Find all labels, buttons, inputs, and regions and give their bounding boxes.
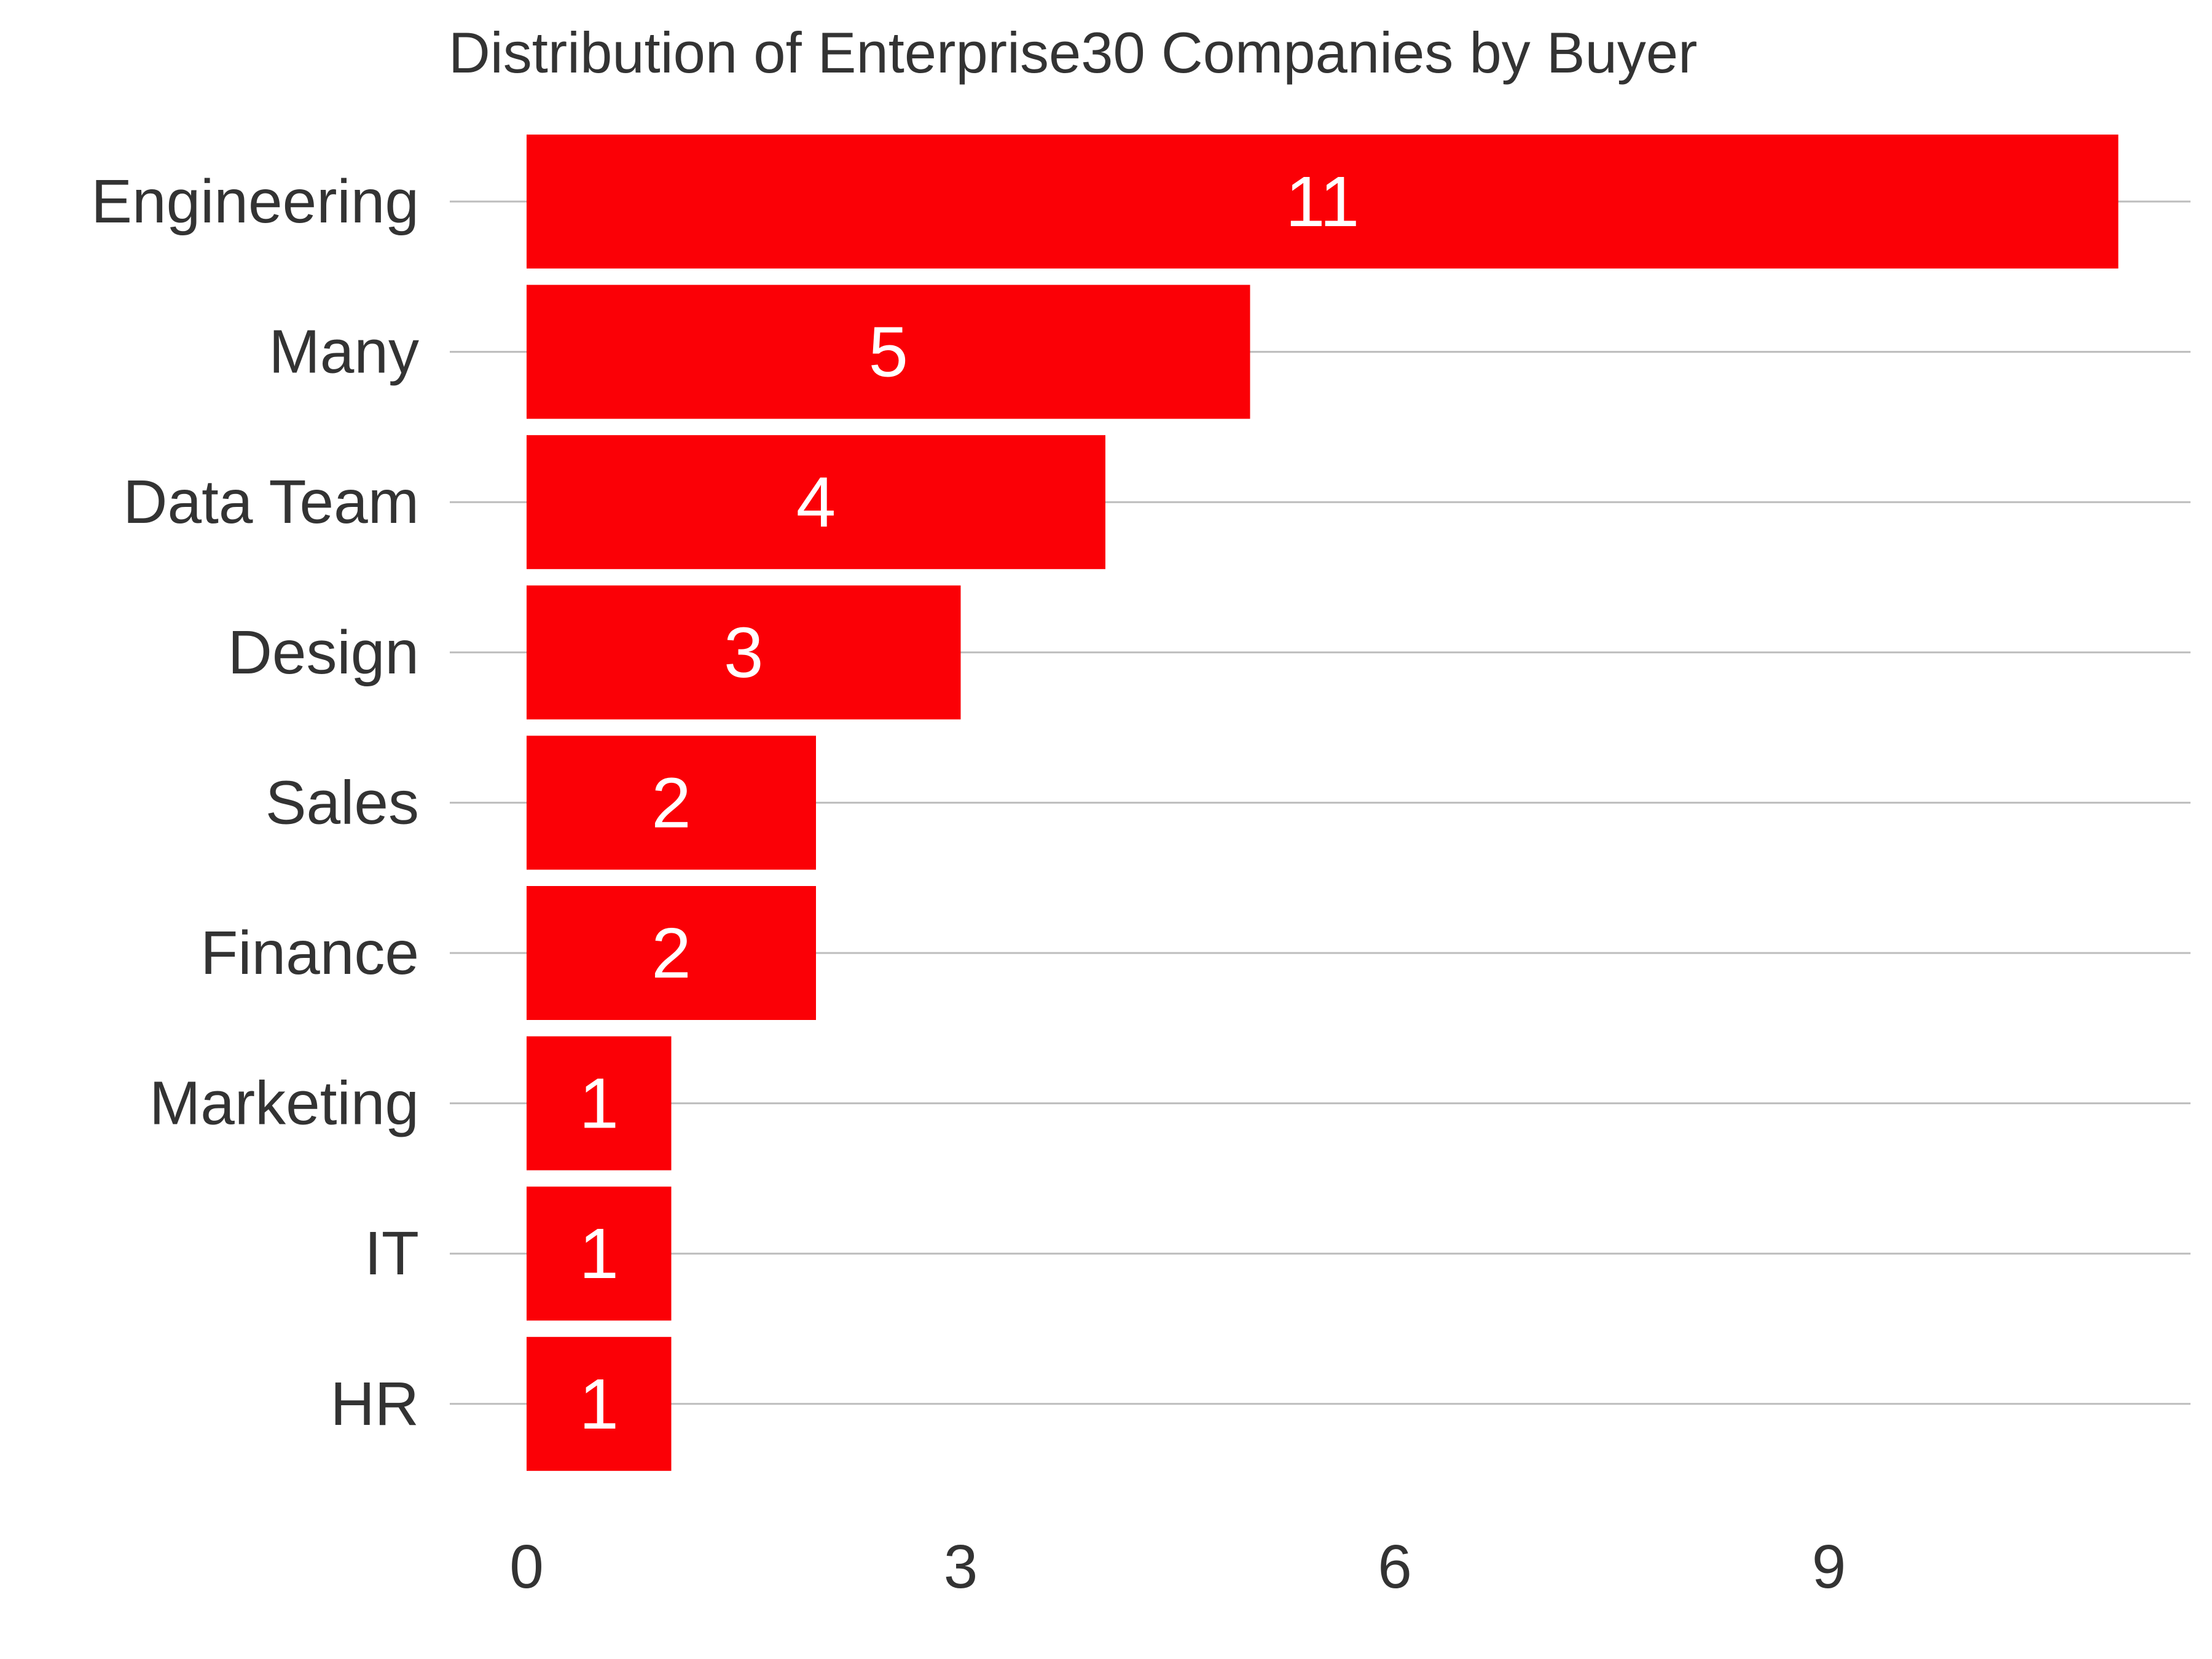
category-label-marketing: Marketing (149, 1069, 419, 1138)
x-tick-label-9: 9 (1812, 1532, 1846, 1601)
category-label-sales: Sales (265, 768, 419, 837)
category-label-finance: Finance (200, 919, 419, 987)
chart-title: Distribution of Enterprise30 Companies b… (449, 20, 1697, 85)
bar-sales (527, 735, 816, 870)
bar-finance (527, 886, 816, 1020)
value-label-sales: 2 (651, 763, 691, 842)
value-label-finance: 2 (651, 913, 691, 993)
bar-engineering (527, 135, 2119, 269)
value-label-marketing: 1 (579, 1064, 619, 1143)
category-label-many: Many (269, 318, 419, 386)
bar-many (527, 284, 1250, 419)
category-label-hr: HR (331, 1370, 419, 1438)
bar-data-team (527, 435, 1105, 570)
x-tick-label-0: 0 (509, 1532, 544, 1601)
x-tick-label-6: 6 (1378, 1532, 1412, 1601)
bars (527, 135, 2119, 1471)
value-label-design: 3 (724, 613, 764, 692)
value-label-it: 1 (579, 1214, 619, 1293)
x-tick-label-3: 3 (944, 1532, 978, 1601)
bar-marketing (527, 1036, 672, 1171)
category-label-design: Design (228, 618, 419, 687)
bar-design (527, 585, 961, 720)
x-axis-ticks: 0 3 6 9 (509, 1532, 1846, 1601)
category-label-it: IT (364, 1219, 419, 1288)
bar-hr (527, 1336, 672, 1471)
value-label-hr: 1 (579, 1364, 619, 1444)
category-labels: Engineering Many Data Team Design Sales Finan… (91, 167, 419, 1438)
bar-it (527, 1186, 672, 1321)
category-label-engineering: Engineering (91, 167, 419, 236)
value-label-data-team: 4 (796, 462, 836, 542)
value-label-many: 5 (868, 312, 908, 392)
category-label-data-team: Data Team (123, 468, 419, 536)
value-label-engineering: 11 (1285, 162, 1359, 241)
